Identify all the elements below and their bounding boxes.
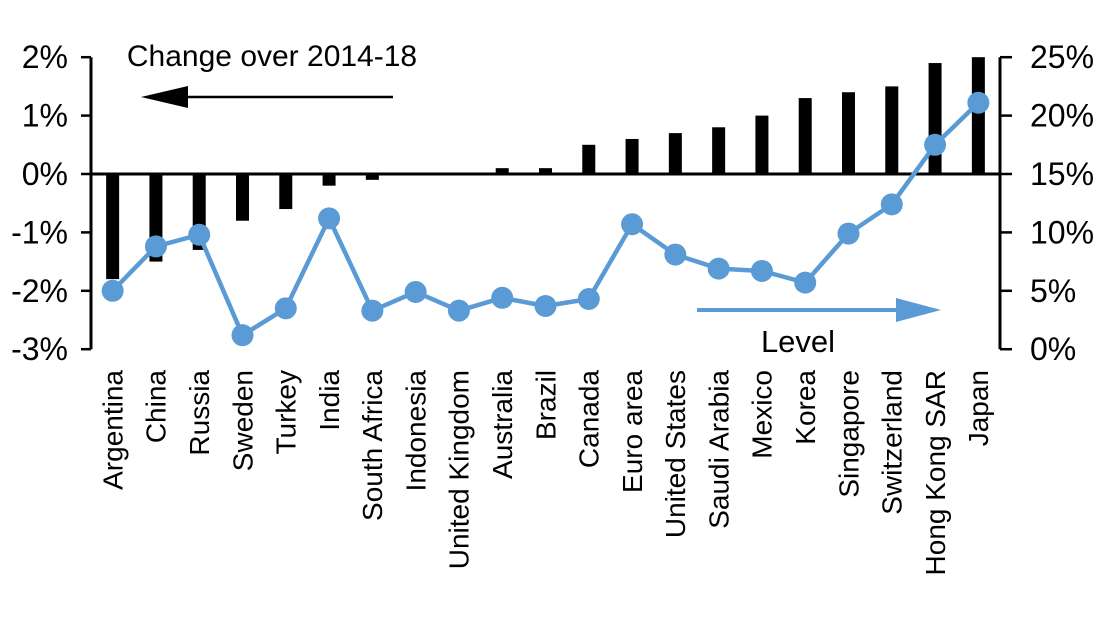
x-label-argentina: Argentina xyxy=(97,370,128,490)
right-tick-label-25: 25% xyxy=(1030,39,1094,75)
point-argentina xyxy=(101,279,124,302)
bar-saudi-arabia xyxy=(712,127,726,174)
x-label-korea: Korea xyxy=(790,370,821,445)
point-korea xyxy=(794,271,817,294)
point-united-states xyxy=(664,243,687,266)
point-china xyxy=(144,235,167,258)
point-united-kingdom xyxy=(447,299,470,322)
left-tick-label-2: -2% xyxy=(11,273,68,309)
x-label-india: India xyxy=(314,370,345,431)
change-annotation: Change over 2014-18 xyxy=(127,40,417,108)
level-annotation-label: Level xyxy=(761,324,835,359)
bar-south-africa xyxy=(365,174,379,180)
point-canada xyxy=(577,287,600,310)
bar-turkey xyxy=(279,174,293,210)
point-turkey xyxy=(274,297,297,320)
bar-australia xyxy=(495,168,509,174)
x-label-japan: Japan xyxy=(963,370,994,446)
change-annotation-label: Change over 2014-18 xyxy=(127,40,417,73)
bar-canada xyxy=(582,144,596,174)
level-line-series xyxy=(101,91,990,347)
right-tick-label-5: 5% xyxy=(1030,273,1076,309)
x-label-mexico: Mexico xyxy=(747,370,778,459)
right-tick-label-20: 20% xyxy=(1030,98,1094,134)
bar-argentina xyxy=(106,174,120,280)
point-saudi-arabia xyxy=(707,257,730,280)
bar-india xyxy=(322,174,336,186)
x-label-switzerland: Switzerland xyxy=(877,370,908,515)
point-switzerland xyxy=(880,193,903,216)
point-sweden xyxy=(231,324,254,347)
bars-series xyxy=(106,57,985,280)
right-arrow-icon xyxy=(697,298,941,322)
bar-japan xyxy=(971,57,985,175)
point-brazil xyxy=(534,294,557,317)
x-label-singapore: Singapore xyxy=(833,370,864,498)
bar-united-states xyxy=(668,133,682,174)
right-tick-label-15: 15% xyxy=(1030,156,1094,192)
x-label-russia: Russia xyxy=(184,370,215,456)
point-south-africa xyxy=(361,299,384,322)
bar-euro-area xyxy=(625,138,639,174)
x-label-australia: Australia xyxy=(487,370,518,479)
level-annotation: Level xyxy=(697,298,941,359)
left-axis: 2% 1% 0% -1% -2% -3% xyxy=(11,39,93,367)
bar-mexico xyxy=(755,115,769,174)
x-label-china: China xyxy=(141,370,172,444)
right-tick-label-0: 0% xyxy=(1030,331,1076,367)
point-singapore xyxy=(837,222,860,245)
point-indonesia xyxy=(404,280,427,303)
x-label-canada: Canada xyxy=(574,370,605,469)
category-labels: Argentina China Russia Sweden Turkey India Sou… xyxy=(97,370,994,576)
point-mexico xyxy=(750,259,773,282)
point-australia xyxy=(491,286,514,309)
left-tick-label-2: 2% xyxy=(22,39,68,75)
left-tick-label-1: 1% xyxy=(22,98,68,134)
left-tick-label-1: -1% xyxy=(11,214,68,250)
chart-generated-content: 2% 1% 0% -1% -2% -3% 25% 20% 15% 10% 5% 0% Argentina… xyxy=(11,39,1094,575)
bar-korea xyxy=(798,98,812,174)
bar-switzerland xyxy=(885,86,899,174)
point-euro-area xyxy=(621,213,644,236)
left-tick-label-0: 0% xyxy=(22,156,68,192)
x-label-sweden: Sweden xyxy=(227,370,258,471)
point-india xyxy=(318,207,341,230)
bar-singapore xyxy=(842,92,855,174)
left-tick-label-3: -3% xyxy=(11,331,68,367)
x-label-indonesia: Indonesia xyxy=(400,370,431,492)
bar-sweden xyxy=(236,174,249,221)
bar-brazil xyxy=(539,168,552,174)
right-axis: 25% 20% 15% 10% 5% 0% xyxy=(998,39,1094,367)
x-label-brazil: Brazil xyxy=(530,370,561,440)
point-japan xyxy=(967,91,990,114)
bar-hong-kong-sar xyxy=(928,63,942,174)
x-label-united-states: United States xyxy=(660,370,691,538)
x-label-saudi-arabia: Saudi Arabia xyxy=(703,370,734,529)
x-label-south-africa: South Africa xyxy=(357,370,388,521)
x-label-hong-kong-sar: Hong Kong SAR xyxy=(920,370,951,575)
right-tick-label-10: 10% xyxy=(1030,214,1094,250)
x-label-turkey: Turkey xyxy=(271,370,302,455)
left-arrow-icon xyxy=(141,86,393,108)
point-russia xyxy=(188,223,211,246)
point-hong-kong-sar xyxy=(924,133,947,156)
x-label-united-kingdom: United Kingdom xyxy=(444,370,475,569)
x-label-euro-area: Euro area xyxy=(617,370,648,493)
